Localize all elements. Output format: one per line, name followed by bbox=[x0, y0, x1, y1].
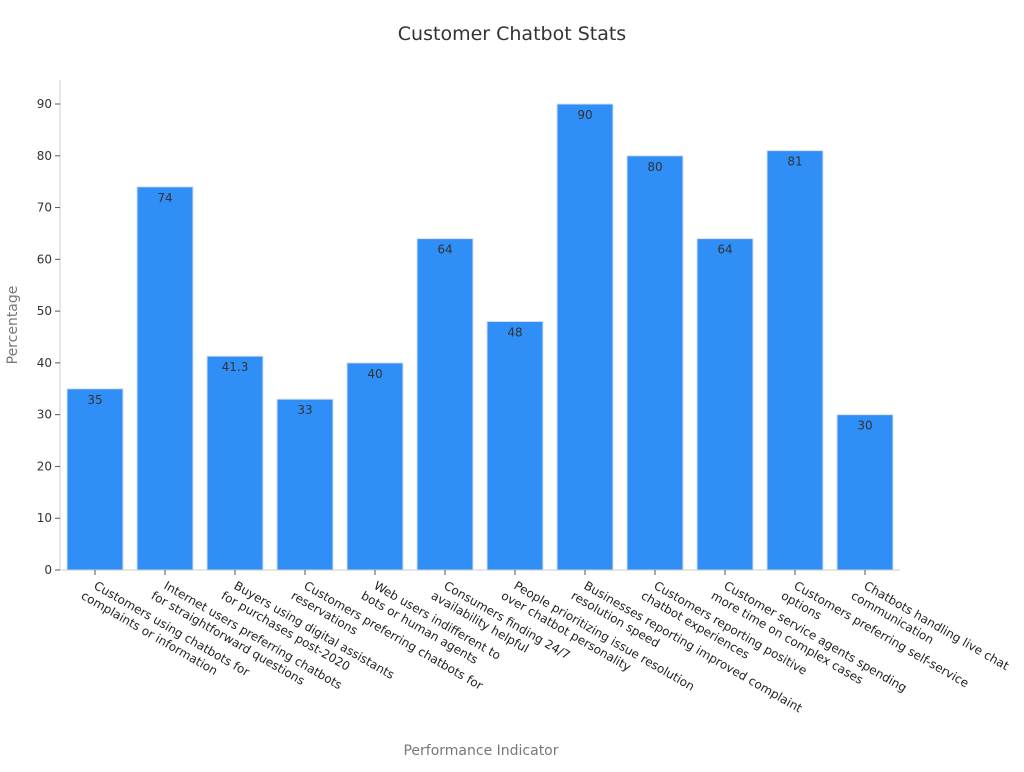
bar-value-label: 64 bbox=[717, 243, 732, 257]
bar-value-label: 35 bbox=[87, 393, 102, 407]
bar bbox=[766, 150, 824, 571]
bar-value-label: 40 bbox=[367, 367, 382, 381]
bar bbox=[416, 238, 474, 571]
y-tick-label: 50 bbox=[37, 304, 52, 318]
bar bbox=[696, 238, 754, 571]
y-tick-label: 60 bbox=[37, 252, 52, 266]
x-axis: Customers using chatbots forcomplaints o… bbox=[60, 569, 1012, 716]
chart-title: Customer Chatbot Stats bbox=[398, 23, 626, 45]
bar bbox=[346, 362, 404, 571]
bar-value-label: 74 bbox=[157, 191, 172, 205]
bar bbox=[136, 186, 194, 571]
bar-value-label: 80 bbox=[647, 160, 662, 174]
y-tick-label: 90 bbox=[37, 97, 52, 111]
bar-value-label: 90 bbox=[577, 108, 592, 122]
bar bbox=[556, 103, 614, 571]
bar bbox=[206, 355, 264, 571]
y-tick-label: 20 bbox=[37, 459, 52, 473]
bar-value-label: 41.3 bbox=[222, 360, 249, 374]
bar bbox=[276, 398, 334, 571]
bar bbox=[626, 155, 684, 571]
bar-value-label: 48 bbox=[507, 325, 522, 339]
y-axis-label: Percentage bbox=[5, 286, 21, 365]
y-tick-label: 10 bbox=[37, 511, 52, 525]
x-axis-label: Performance Indicator bbox=[403, 743, 558, 759]
y-tick-label: 70 bbox=[37, 201, 52, 215]
y-tick-label: 40 bbox=[37, 356, 52, 370]
bar bbox=[836, 414, 894, 571]
y-tick-label: 80 bbox=[37, 149, 52, 163]
bar-value-label: 30 bbox=[857, 419, 872, 433]
bar-value-label: 33 bbox=[297, 403, 312, 417]
y-tick-label: 30 bbox=[37, 408, 52, 422]
y-tick-label: 0 bbox=[44, 563, 52, 577]
bars: 35 74 41.3 33 40 64 48 90 80 64 81 30 bbox=[66, 103, 894, 571]
bar bbox=[486, 320, 544, 571]
bar bbox=[66, 388, 124, 571]
bar-value-label: 81 bbox=[787, 155, 802, 169]
bar-value-label: 64 bbox=[437, 243, 452, 257]
y-axis: 0 10 20 30 40 50 60 70 80 90 bbox=[37, 80, 61, 577]
